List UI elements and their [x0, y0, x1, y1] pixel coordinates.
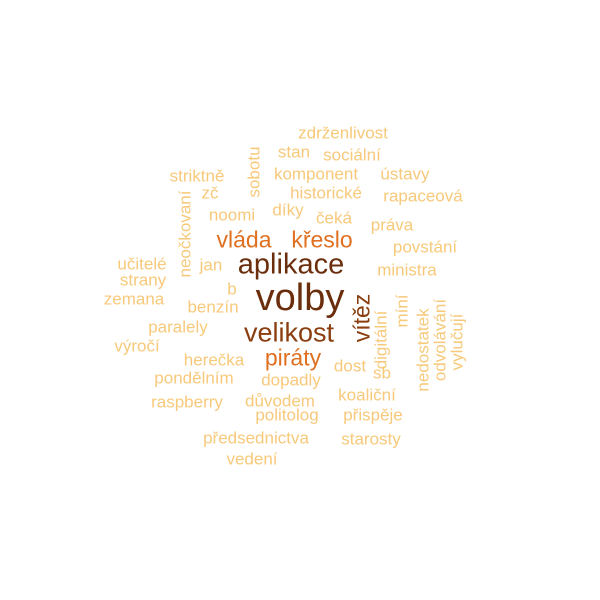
- cloud-word: díky: [272, 200, 304, 220]
- cloud-word: zemana: [103, 289, 165, 309]
- cloud-word: vláda: [216, 226, 272, 253]
- cloud-word: odvolávání: [430, 298, 450, 382]
- cloud-word: zč: [201, 183, 219, 203]
- cloud-word: paralely: [148, 317, 208, 337]
- cloud-word: jan: [199, 255, 223, 275]
- cloud-word: herečka: [183, 350, 245, 370]
- cloud-word: striktně: [169, 166, 225, 186]
- cloud-word: politolog: [255, 405, 319, 425]
- cloud-word: čeká: [316, 208, 352, 228]
- cloud-word: starosty: [341, 429, 401, 449]
- cloud-word: noomi: [208, 205, 256, 225]
- cloud-word: učitelé: [117, 254, 167, 274]
- cloud-word: piráty: [264, 344, 322, 371]
- cloud-word: koaliční: [338, 385, 396, 405]
- cloud-word: digitální: [371, 310, 391, 370]
- cloud-word: dopadly: [261, 370, 321, 390]
- cloud-word: přispěje: [343, 405, 403, 425]
- cloud-word: velikost: [243, 317, 335, 348]
- cloud-word: křeslo: [291, 226, 353, 253]
- cloud-word: b: [227, 279, 237, 299]
- cloud-word: míní: [392, 294, 412, 328]
- cloud-word: práva: [370, 215, 414, 235]
- cloud-word: komponent: [273, 164, 359, 184]
- cloud-word: ministra: [377, 260, 437, 280]
- cloud-word: pondělním: [154, 368, 234, 388]
- cloud-word: vítěz: [348, 293, 375, 343]
- cloud-word: stan: [277, 142, 311, 162]
- cloud-word: důvodem: [245, 391, 315, 411]
- cloud-word: dost: [333, 356, 367, 376]
- cloud-word: volby: [255, 277, 345, 319]
- cloud-word: nedostatek: [413, 308, 433, 392]
- cloud-word: aplikace: [237, 248, 345, 281]
- cloud-word: zdrženlivost: [298, 123, 388, 143]
- cloud-word: historické: [290, 183, 362, 203]
- cloud-word: vylučují: [447, 313, 467, 371]
- cloud-word: povstání: [392, 237, 458, 257]
- cloud-word: benzín: [187, 297, 239, 317]
- cloud-word: rapaceová: [383, 186, 463, 206]
- cloud-word: strany: [119, 270, 167, 290]
- cloud-word: neočkovaní: [175, 190, 195, 278]
- cloud-word: ústavy: [380, 164, 430, 184]
- cloud-word: sobotu: [244, 146, 264, 198]
- cloud-word: sb: [373, 363, 391, 383]
- cloud-word: výročí: [114, 336, 160, 356]
- cloud-word: sociální: [323, 145, 381, 165]
- cloud-word: předsednictva: [203, 428, 309, 448]
- cloud-word: raspberry: [151, 392, 223, 412]
- cloud-word: vedení: [226, 449, 278, 469]
